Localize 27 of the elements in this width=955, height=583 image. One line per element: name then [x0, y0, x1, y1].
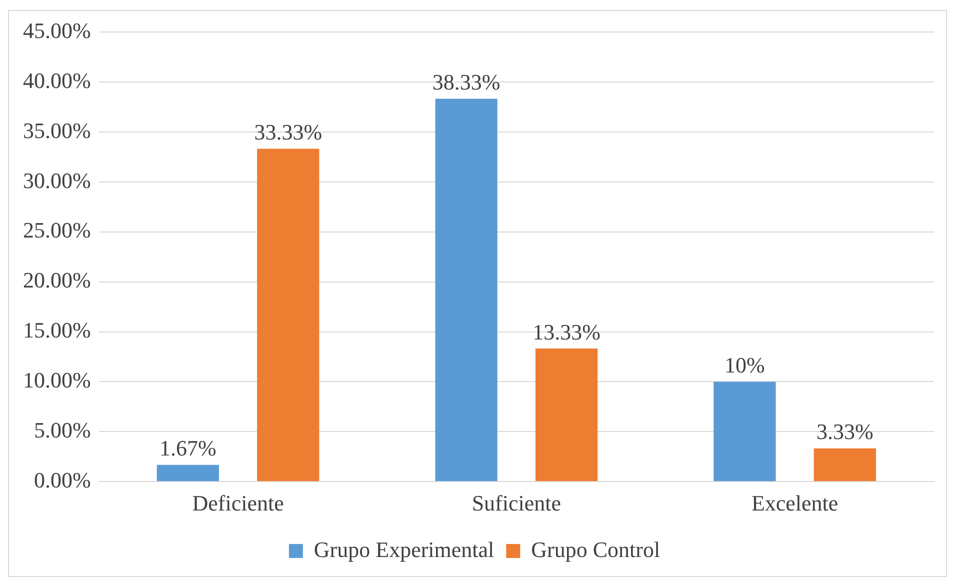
y-tick-label: 25.00%: [23, 218, 91, 243]
legend-label: Grupo Control: [531, 536, 660, 562]
y-tick-label: 15.00%: [23, 318, 91, 343]
data-label: 33.33%: [254, 120, 322, 145]
y-tick-label: 5.00%: [34, 417, 91, 442]
y-tick-label: 30.00%: [23, 168, 91, 193]
legend-label: Grupo Experimental: [314, 536, 494, 562]
bar: [714, 382, 776, 482]
y-tick-label: 40.00%: [23, 68, 91, 93]
bar: [156, 464, 219, 482]
bar: [257, 148, 320, 482]
y-tick-label: 10.00%: [23, 368, 91, 393]
y-tick-label: 0.00%: [34, 467, 91, 492]
x-tick-label: Suficiente: [472, 490, 562, 516]
bar: [435, 98, 498, 482]
data-label: 10%: [724, 352, 765, 378]
data-label: 3.33%: [816, 419, 874, 444]
y-tick-label: 35.00%: [23, 118, 91, 143]
x-tick-label: Excelente: [751, 490, 838, 516]
y-tick-label: 45.00%: [23, 18, 91, 43]
data-label: 1.67%: [159, 436, 216, 461]
y-tick-label: 20.00%: [23, 268, 91, 293]
data-label: 13.33%: [532, 319, 600, 344]
data-label: 38.33%: [432, 70, 500, 95]
bar: [814, 448, 876, 482]
x-tick-label: Deficiente: [192, 490, 284, 516]
bar: [535, 348, 598, 482]
